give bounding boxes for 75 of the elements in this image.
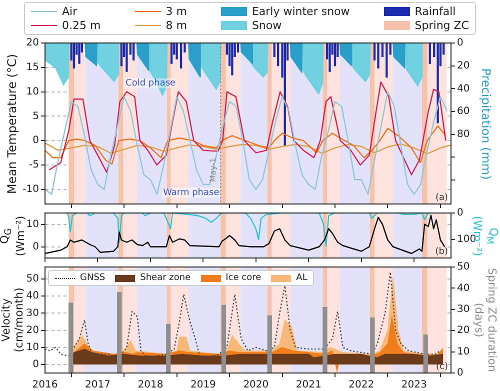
y-tick-label: -10 xyxy=(22,184,39,195)
legend-label: 8 m xyxy=(166,19,187,32)
x-tick-label: 2016 xyxy=(32,380,58,391)
y2-tick-label: 0 xyxy=(457,208,464,219)
y-axis-title: Mean Temperature (°C) xyxy=(5,52,20,196)
y-tick-label: -5 xyxy=(29,160,39,171)
bar xyxy=(132,43,135,60)
legend-label: Ice core xyxy=(226,273,262,283)
legend-label: Rainfall xyxy=(414,5,456,18)
y-tick-label: 10 xyxy=(26,86,39,98)
legend-label: AL xyxy=(296,273,308,283)
x-tick-label: 2021 xyxy=(296,380,322,391)
y2-tick-label: 60 xyxy=(457,106,470,118)
y-tick-label: 0 xyxy=(32,359,39,370)
x-tick-label: 2017 xyxy=(85,380,110,391)
y-tick-label: 30 xyxy=(26,308,39,319)
annotation: (a) xyxy=(435,192,448,203)
bar xyxy=(276,43,280,66)
y2-axis-title: Spring ZC duration (days) xyxy=(472,267,499,373)
y2-tick-label: 30 xyxy=(457,304,470,315)
bar xyxy=(72,43,76,68)
legend-label: Spring ZC xyxy=(414,19,469,32)
legend-label: Early winter snow xyxy=(252,5,350,18)
annotation: (b) xyxy=(435,246,448,257)
bar xyxy=(334,43,336,66)
y-tick-label: 15 xyxy=(26,62,39,73)
x-tick-label: 2023 xyxy=(401,380,427,391)
legend-label: Air xyxy=(62,5,78,18)
bar xyxy=(386,43,388,78)
y-axis-title: Velocity (cm/month) xyxy=(0,286,26,354)
x-tick-label: 2018 xyxy=(138,380,164,391)
legend-label: 3 m xyxy=(166,5,187,18)
x-tick-label: 2019 xyxy=(190,380,216,391)
y-tick-label: 10 xyxy=(26,342,39,353)
bar xyxy=(170,43,173,64)
bar xyxy=(78,43,80,64)
y2-tick-label: 0 xyxy=(457,38,464,49)
x-tick-label: 2022 xyxy=(348,380,374,391)
bar xyxy=(328,43,331,72)
legend-label: GNSS xyxy=(80,273,106,283)
line-series xyxy=(45,272,442,360)
legend-label: Snow xyxy=(252,19,282,32)
annotation: Cold phase xyxy=(126,78,176,89)
y2-tick-label: 0 xyxy=(457,368,464,379)
y2-axis-title: Precipitation (mm) xyxy=(478,66,493,182)
legend-label: 0.25 m xyxy=(62,19,101,32)
y2-tick-label: 10 xyxy=(457,346,470,358)
y-tick-label: 20 xyxy=(26,38,39,49)
y-tick-label: 0 xyxy=(32,241,39,252)
y-tick-label: 50 xyxy=(26,274,39,285)
y2-tick-label: 20 xyxy=(457,60,470,72)
ref-line-label: May-1 xyxy=(208,158,218,182)
annotation: Warm phase xyxy=(163,188,220,198)
legend-label: Shear zone xyxy=(140,273,191,283)
bar xyxy=(436,43,439,124)
bar xyxy=(377,43,380,68)
y-tick-label: 40 xyxy=(26,290,39,302)
y2-tick-label: 40 xyxy=(457,83,470,94)
y2-tick-label: 80 xyxy=(457,128,470,140)
annotation: (c) xyxy=(436,362,448,372)
x-tick-label: 2020 xyxy=(243,380,269,391)
y-tick-label: 5 xyxy=(32,110,39,122)
y-tick-label: 20 xyxy=(26,324,39,336)
y-tick-label: 10 xyxy=(26,218,39,230)
bar xyxy=(428,43,431,64)
y2-tick-label: 20 xyxy=(457,325,470,336)
bar xyxy=(126,43,128,72)
y-tick-label: 0 xyxy=(32,135,39,146)
bar xyxy=(120,43,123,66)
bar xyxy=(231,43,234,76)
bar xyxy=(180,43,182,68)
y2-tick-label: 40 xyxy=(457,282,470,294)
y2-tick-label: 50 xyxy=(457,262,470,273)
bar xyxy=(381,43,384,58)
bar xyxy=(176,43,178,60)
